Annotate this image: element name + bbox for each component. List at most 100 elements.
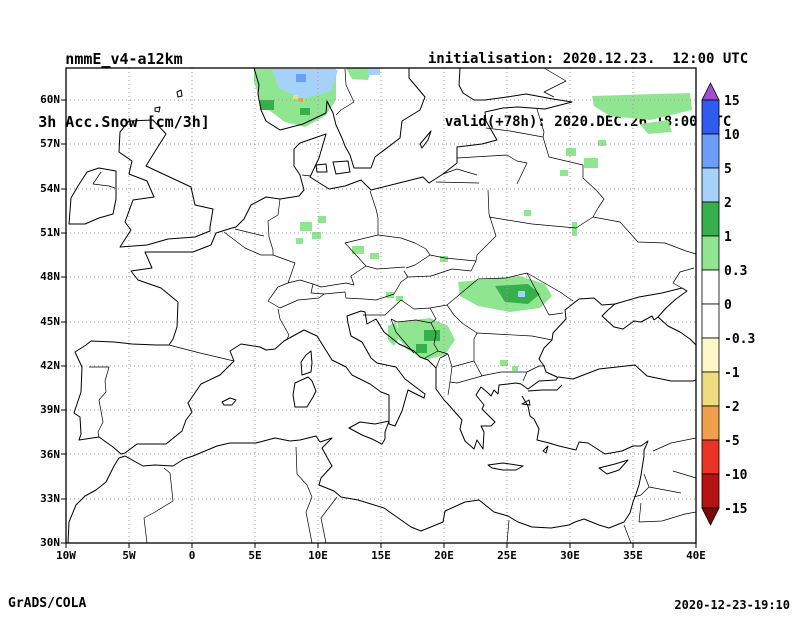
borders-central (92, 171, 478, 340)
coast-scandinavia (253, 67, 426, 169)
borders-north-east (335, 67, 697, 289)
snow-core-carpathians (495, 284, 540, 304)
snow-core-norway-blue (272, 70, 338, 99)
colorbar-label-10: 10 (724, 128, 740, 143)
colorbar-band-4 (701, 235, 720, 271)
snow-shading (254, 68, 692, 371)
lat-label-39N: 39N (40, 403, 60, 417)
snow-patch-russia-a (592, 93, 692, 120)
lat-label-30N: 30N (40, 536, 60, 550)
creation-timestamp: 2020-12-23-19:10 (674, 598, 790, 612)
colorbar-label-1: 1 (724, 230, 732, 245)
coast-orkney (154, 106, 161, 113)
lat-label-48N: 48N (40, 270, 60, 284)
model-name: nmmE_v4-a12km (65, 50, 183, 68)
snow-patch-russia-b (640, 120, 672, 134)
lon-label-5W: 5W (122, 549, 136, 562)
snow-patch-velebit (388, 322, 400, 346)
lat-label-54N: 54N (40, 181, 60, 195)
colorbar-arrow-bottom (701, 507, 720, 526)
borders-balkans-east (363, 272, 697, 544)
coast-ireland (68, 167, 117, 225)
colorbar-band-0 (701, 99, 720, 135)
lon-label-20E: 20E (434, 549, 454, 562)
coastlines (67, 67, 697, 544)
lon-label-35E: 35E (623, 549, 643, 562)
colorbar-label--1: -1 (724, 366, 740, 381)
coast-gotland (419, 130, 432, 149)
grads-credit: GrADS/COLA (8, 596, 87, 611)
coast-corsica (300, 350, 313, 376)
lat-label-57N: 57N (40, 137, 60, 151)
colorbar-band-11 (701, 473, 720, 509)
colorbar-label-15: 15 (724, 94, 740, 109)
snow-high-bands (272, 68, 525, 297)
lon-label-0: 0 (188, 549, 196, 562)
coast-azov (614, 287, 688, 321)
colorbar-band-5 (701, 269, 720, 305)
lat-label-51N: 51N (40, 225, 60, 239)
colorbar-label-0.3: 0.3 (724, 264, 747, 279)
coast-shetland (176, 89, 183, 98)
axis-ticks (61, 99, 697, 548)
colorbar-label-0: 0 (724, 298, 732, 313)
coast-marmara-south (527, 384, 563, 392)
graticule (66, 68, 696, 543)
colorbar: 15 10 5 2 1 0.3 0 -0.3 -1 -2 -5 -10 -15 (701, 82, 755, 526)
colorbar-band-7 (701, 337, 720, 373)
valid-time: valid(+78h): 2020.DEC.26 18:00 UTC (444, 114, 732, 130)
lon-label-15E: 15E (371, 549, 391, 562)
snow-medium-green (260, 100, 540, 353)
coast-blacksea-west-crimea (538, 297, 655, 378)
snow-patch-sweden-top (346, 68, 372, 80)
coast-sardinia (292, 376, 317, 408)
variable-name: 3h Acc.Snow [cm/3h] (38, 113, 210, 131)
colorbar-band-8 (701, 371, 720, 407)
coast-mallorca (221, 397, 237, 406)
run-info-block: initialisation: 2020.12.23. 12:00 UTC va… (412, 7, 764, 175)
lat-label-60N: 60N (40, 93, 60, 106)
snow-light-green (254, 68, 692, 371)
plot-title-block: nmmE_v4-a12km 3h Acc.Snow [cm/3h] (10, 7, 238, 175)
colorbar-band-2 (701, 167, 720, 203)
coast-continent-baltic-med (73, 67, 697, 455)
coast-zealand (332, 160, 351, 175)
coast-cyprus (598, 459, 629, 475)
lon-label-5E: 5E (248, 549, 262, 562)
colorbar-label-2: 2 (724, 196, 732, 211)
colorbar-label--5: -5 (724, 434, 740, 449)
coast-sicily (348, 420, 390, 445)
coast-crete (487, 462, 524, 471)
colorbar-band-3 (701, 201, 720, 237)
coast-great-britain (118, 119, 214, 248)
colorbar-label--0.3: -0.3 (724, 332, 755, 347)
lat-label-33N: 33N (40, 491, 60, 505)
coast-turkey-levant-africa (67, 395, 649, 544)
lon-label-40E: 40E (686, 549, 706, 562)
lon-label-10W: 10W (56, 549, 76, 562)
colorbar-label-5: 5 (724, 162, 732, 177)
coast-lesbos (521, 399, 531, 406)
init-time: initialisation: 2020.12.23. 12:00 UTC (427, 51, 749, 67)
lat-label-42N: 42N (40, 358, 60, 372)
colorbar-label--10: -10 (724, 468, 748, 483)
colorbar-band-10 (701, 439, 720, 475)
borders-southwest (89, 344, 510, 544)
lon-label-10E: 10E (308, 549, 328, 562)
snow-core-serbia (424, 330, 440, 341)
colorbar-label--15: -15 (724, 502, 747, 517)
map-frame-group (61, 67, 697, 548)
country-borders (89, 67, 697, 544)
colorbar-band-1 (701, 133, 720, 169)
coast-rhodes (542, 445, 549, 454)
colorbar-band-9 (701, 405, 720, 441)
colorbar-label--2: -2 (724, 400, 740, 415)
coast-funen (315, 163, 328, 173)
lat-label-45N: 45N (40, 314, 60, 328)
colorbar-arrow-top (701, 82, 720, 101)
colorbar-band-6 (701, 303, 720, 339)
lon-label-25E: 25E (497, 549, 517, 562)
lon-label-30E: 30E (560, 549, 580, 562)
